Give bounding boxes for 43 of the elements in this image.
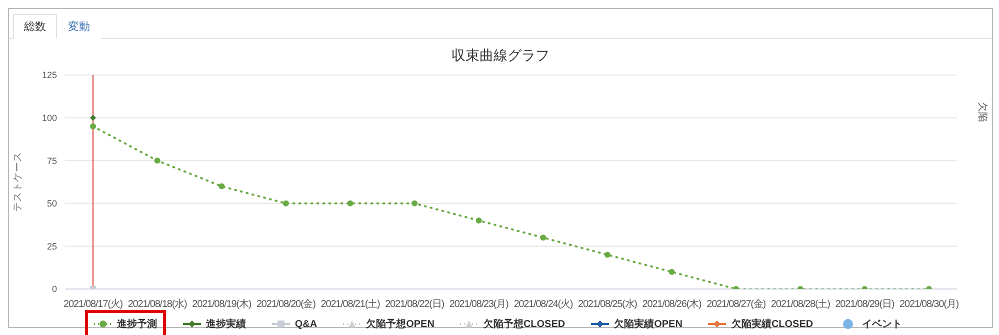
legend-label: 欠陥予想OPEN xyxy=(366,318,434,331)
point xyxy=(347,200,354,206)
legend-label: 進捗実績 xyxy=(206,317,246,331)
y-tick-label: 25 xyxy=(46,241,57,252)
legend-label: イベント xyxy=(862,318,902,331)
y-tick-label: 0 xyxy=(52,284,57,294)
point xyxy=(412,200,418,206)
y2-axis-title: 欠陥 xyxy=(976,102,988,122)
legend-label: 進捗予測 xyxy=(116,318,157,331)
x-tick-label: 2021/08/24(火) xyxy=(514,298,573,310)
x-tick-label: 2021/08/27(金) xyxy=(706,298,766,310)
y-tick-label: 50 xyxy=(46,198,57,209)
x-tick-label: 2021/08/29(日) xyxy=(835,299,894,310)
point xyxy=(90,123,96,130)
y-tick-label: 125 xyxy=(42,70,57,80)
x-tick-label: 2021/08/21(土) xyxy=(320,298,380,310)
y-tick-label: 100 xyxy=(42,112,57,123)
text: 変動 xyxy=(57,14,101,39)
x-tick-label: 2021/08/18(水) xyxy=(128,298,188,310)
x-tick-label: 2021/08/17(火) xyxy=(64,298,123,310)
x-tick-label: 2021/08/19(木) xyxy=(192,298,252,310)
chart-title: 収束曲線グラフ xyxy=(450,47,550,65)
text: 総数 xyxy=(13,14,57,39)
x-tick-label: 2021/08/22(日) xyxy=(385,299,444,310)
legend-label: 欠陥実績CLOSED xyxy=(731,317,814,331)
legend-label: 欠陥実績OPEN xyxy=(614,317,682,331)
legend-label: Q&A xyxy=(294,318,318,330)
x-tick-label: 2021/08/25(水) xyxy=(578,298,638,310)
point xyxy=(540,234,546,241)
legend-label: 欠陥予想CLOSED xyxy=(483,318,566,331)
x-tick-label: 2021/08/30(月) xyxy=(900,299,959,310)
point xyxy=(604,252,610,258)
x-tick-label: 2021/08/28(土) xyxy=(770,298,830,310)
x-tick-label: 2021/08/20(金) xyxy=(256,298,316,310)
point xyxy=(668,268,675,275)
point xyxy=(476,218,482,224)
y-axis-title: テストケース xyxy=(12,152,24,212)
x-tick-label: 2021/08/26(木) xyxy=(642,298,702,310)
y-tick-label: 75 xyxy=(46,156,57,166)
x-tick-label: 2021/08/23(月) xyxy=(449,299,509,310)
point xyxy=(218,183,225,190)
point xyxy=(282,200,289,206)
point xyxy=(154,158,160,164)
